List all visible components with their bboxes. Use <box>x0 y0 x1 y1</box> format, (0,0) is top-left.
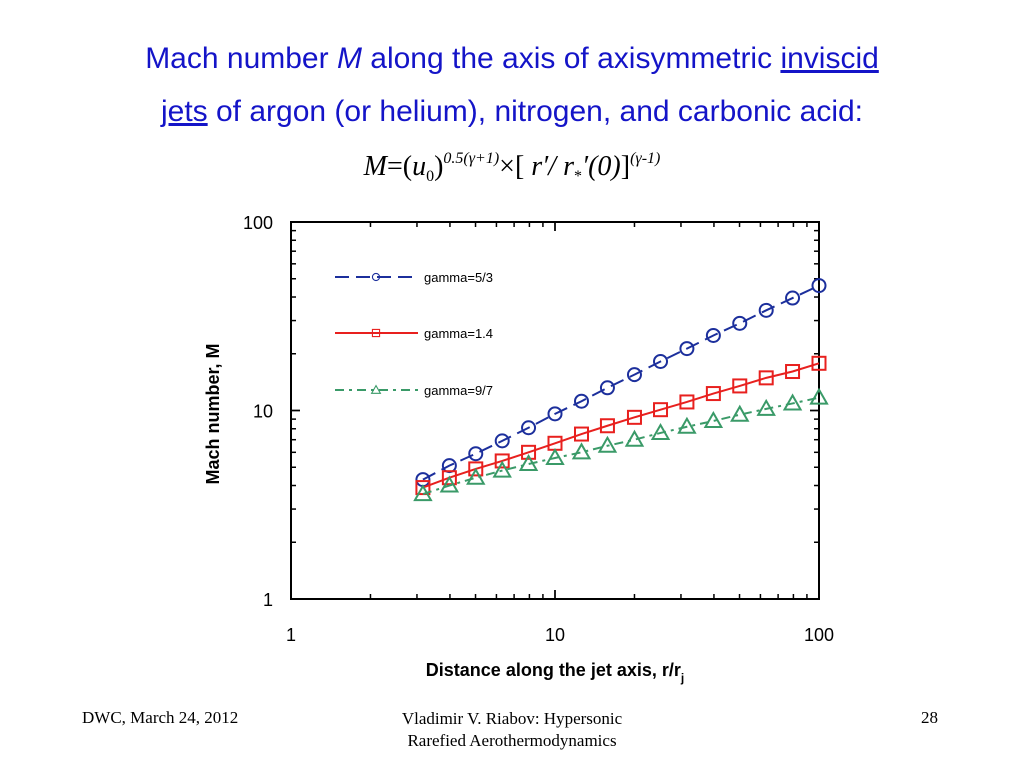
data-point-square <box>679 394 695 410</box>
legend-label: gamma=9/7 <box>424 383 493 398</box>
formula-close: ) <box>434 151 444 182</box>
data-point-circle <box>732 315 748 331</box>
formula-u-sub: 0 <box>426 168 435 185</box>
formula-star-sub: * <box>573 168 582 185</box>
formula-m: M <box>363 151 387 182</box>
data-point-square <box>441 470 457 486</box>
formula-u: u <box>412 151 427 182</box>
y-tick-label: 1 <box>263 590 273 610</box>
data-point-triangle <box>439 475 460 493</box>
formula-bracket: ] <box>620 151 631 182</box>
title-text: of argon (or helium), nitrogen, and carb… <box>207 95 864 128</box>
series-triangle <box>413 387 829 502</box>
data-point-triangle <box>518 454 539 472</box>
data-point-triangle <box>809 387 829 405</box>
footer-author-line1: Vladimir V. Riabov: Hypersonic <box>401 709 623 728</box>
data-point-circle <box>468 446 484 462</box>
formula-eq: =( <box>386 151 413 182</box>
data-point-triangle <box>756 398 776 416</box>
formula-exponent-1: 0.5(γ+1) <box>443 150 500 167</box>
data-point-square <box>653 402 669 418</box>
data-point-triangle <box>571 442 592 460</box>
data-point-circle <box>758 302 774 318</box>
mach-number-chart: 1 10 100 1 10 100 Distance along the jet axis,… <box>203 213 834 685</box>
legend-marker-circle <box>371 272 381 282</box>
x-axis-label-sub: j <box>680 671 684 685</box>
formula-zero: ′(0) <box>581 151 621 182</box>
data-point-circle <box>573 393 589 409</box>
data-point-triangle <box>597 435 618 453</box>
data-point-triangle <box>466 467 486 485</box>
mach-formula: M=(u0)0.5(γ+1)×[ r′/ r*′(0)](γ-1) <box>0 150 1024 186</box>
title-symbol-m: M <box>336 42 362 75</box>
data-point-circle <box>653 353 669 369</box>
data-point-circle <box>811 278 827 294</box>
footer-author: Vladimir V. Riabov: Hypersonic Rarefied A… <box>380 708 644 752</box>
data-point-square <box>811 355 827 371</box>
data-point-square <box>758 370 774 386</box>
y-axis-label: Mach number, M <box>203 343 223 484</box>
data-point-square <box>732 378 748 394</box>
data-point-triangle <box>545 447 565 465</box>
data-point-square <box>494 453 510 469</box>
series-line <box>422 396 820 496</box>
y-tick-label: 100 <box>243 213 273 233</box>
data-point-circle <box>494 433 510 449</box>
slide-title-line1: Mach number M along the axis of axisymme… <box>0 42 1024 76</box>
x-axis-label: Distance along the jet axis, r/rj <box>426 660 684 685</box>
series-line <box>422 284 820 481</box>
inviscid-link[interactable]: inviscid <box>780 42 879 75</box>
formula-exponent-2: (γ-1) <box>630 150 661 167</box>
series-square <box>415 355 827 496</box>
data-point-circle <box>599 380 615 396</box>
data-point-triangle <box>730 404 750 422</box>
legend-marker-square <box>371 328 381 338</box>
data-point-circle <box>705 327 721 343</box>
data-point-triangle <box>677 416 697 434</box>
data-point-square <box>626 409 642 425</box>
data-point-triangle <box>703 410 724 428</box>
data-point-square <box>705 386 721 402</box>
x-tick-label: 10 <box>545 625 565 645</box>
chart-legend: gamma=5/3 gamma=1.4 gamma=9/7 <box>335 270 493 398</box>
data-point-circle <box>547 406 563 422</box>
legend-label: gamma=1.4 <box>424 326 493 341</box>
y-tick-label: 10 <box>253 402 273 422</box>
data-point-triangle <box>413 484 433 502</box>
footer-author-line2: Rarefied Aerothermodynamics <box>407 731 617 750</box>
legend-marker-triangle <box>370 384 382 394</box>
data-point-triangle <box>624 429 645 447</box>
legend-label: gamma=5/3 <box>424 270 493 285</box>
title-text: Mach number <box>145 42 337 75</box>
page-number: 28 <box>921 708 938 727</box>
jets-link[interactable]: jets <box>160 95 208 128</box>
data-point-square <box>573 426 589 442</box>
plot-frame <box>290 221 820 600</box>
x-tick-label: 1 <box>286 625 296 645</box>
data-point-circle <box>679 341 695 357</box>
x-tick-label: 100 <box>804 625 834 645</box>
data-point-square <box>599 418 615 434</box>
x-axis-label-text: Distance along the jet axis, r/r <box>426 660 681 680</box>
data-point-triangle <box>782 393 803 411</box>
data-point-circle <box>785 290 801 306</box>
formula-ratio: r′/ r <box>531 151 574 182</box>
data-point-square <box>521 444 537 460</box>
slide-title-line2: jets of argon (or helium), nitrogen, and… <box>0 95 1024 129</box>
footer-date: DWC, March 24, 2012 <box>82 708 239 727</box>
series-line <box>422 362 820 489</box>
data-point-square <box>468 461 484 477</box>
data-point-circle <box>626 367 642 383</box>
formula-times: ×[ <box>499 151 532 182</box>
data-point-circle <box>521 420 537 436</box>
title-text: along the axis of axisymmetric <box>361 42 781 75</box>
data-point-square <box>785 364 801 380</box>
data-point-triangle <box>650 422 671 440</box>
data-point-triangle <box>492 460 512 478</box>
